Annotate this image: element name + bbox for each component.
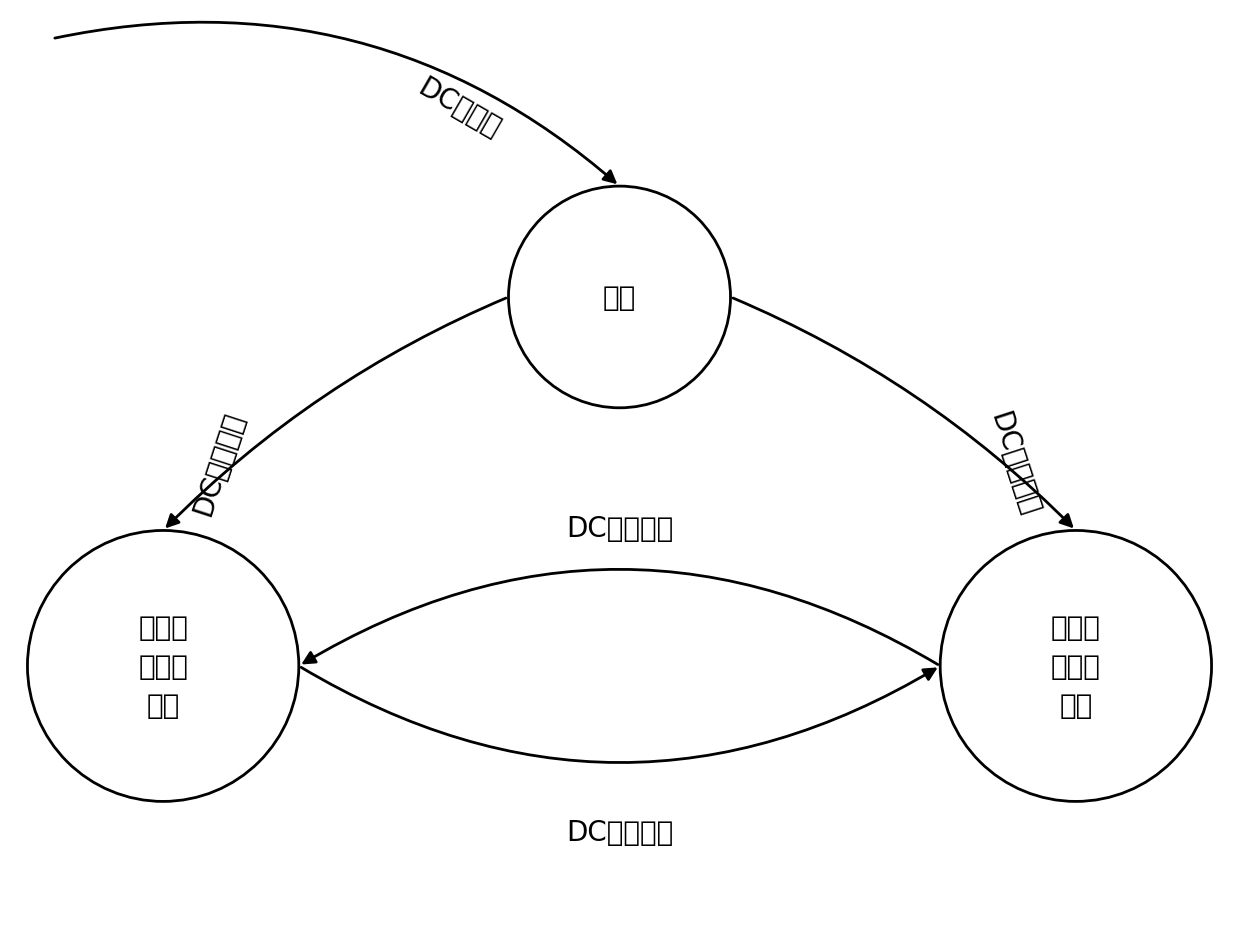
Text: 低幅值
正弦波
输出: 低幅值 正弦波 输出 (1051, 614, 1100, 719)
Ellipse shape (508, 187, 731, 409)
Text: DC码上升沿: DC码上升沿 (566, 514, 673, 542)
Ellipse shape (940, 531, 1212, 802)
Ellipse shape (27, 531, 299, 802)
Text: DC码下降沿: DC码下降沿 (984, 408, 1044, 519)
Text: DC码下降沿: DC码下降沿 (566, 819, 673, 846)
Text: DC码输入: DC码输入 (413, 74, 506, 144)
Text: 高幅值
正弦波
输出: 高幅值 正弦波 输出 (139, 614, 188, 719)
Text: 空闲: 空闲 (603, 284, 636, 311)
Text: DC码上升沿: DC码上升沿 (188, 408, 249, 519)
